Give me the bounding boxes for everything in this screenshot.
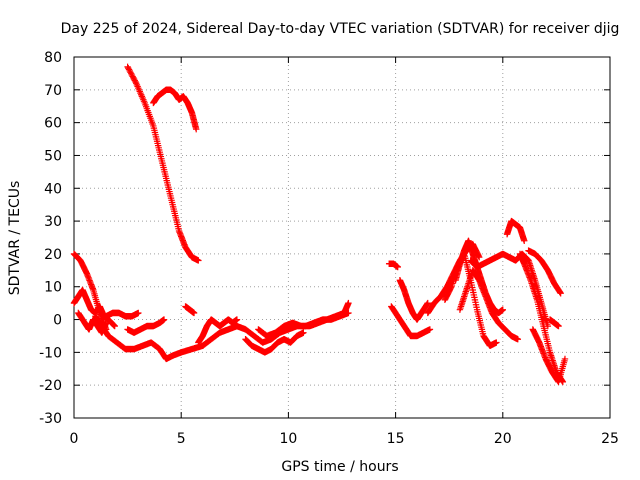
grid-lines xyxy=(74,57,610,418)
y-tick-label: 40 xyxy=(44,181,62,197)
x-tick-label: 25 xyxy=(601,431,619,447)
series-track-w xyxy=(516,250,567,386)
data-point xyxy=(426,326,434,333)
data-point xyxy=(193,126,200,133)
plot-frame xyxy=(73,56,611,419)
x-tick-label: 10 xyxy=(279,431,297,447)
series-track-n xyxy=(385,260,401,271)
y-tick-label: 60 xyxy=(44,116,62,132)
x-tick-label: 20 xyxy=(494,431,512,447)
y-tick-label: 10 xyxy=(44,280,62,296)
data-point xyxy=(124,63,131,71)
series-track-b xyxy=(70,286,118,330)
data-point xyxy=(499,306,506,313)
data-point xyxy=(345,299,352,307)
y-tick-label: -10 xyxy=(39,345,62,361)
y-tick-label: -20 xyxy=(39,378,62,394)
data-point xyxy=(125,66,133,73)
data-point xyxy=(394,263,401,271)
series-track-z xyxy=(546,316,562,330)
data-point xyxy=(424,299,431,307)
y-axis-label: SDTVAR / TECUs xyxy=(7,181,23,296)
data-point xyxy=(128,71,136,79)
series-track-p xyxy=(396,276,431,323)
data-point xyxy=(493,339,500,346)
data-point xyxy=(130,75,138,83)
data-point xyxy=(557,290,564,297)
y-tick-label: 30 xyxy=(44,214,62,230)
series-track-c xyxy=(75,309,110,336)
data-point xyxy=(555,322,562,330)
series-track-t xyxy=(456,267,522,343)
data-point xyxy=(129,73,136,80)
data-point xyxy=(476,253,483,261)
x-axis-label: GPS time / hours xyxy=(281,459,398,475)
series-track-l xyxy=(242,329,307,356)
y-tick-label: 20 xyxy=(44,247,62,263)
data-point xyxy=(131,77,138,84)
series-track-v xyxy=(503,217,528,244)
y-tick-label: 50 xyxy=(44,148,62,164)
series-track-m xyxy=(255,299,352,340)
data-point xyxy=(132,78,139,86)
data-point xyxy=(111,322,118,330)
y-tick-label: 70 xyxy=(44,83,62,99)
chart-title: Day 225 of 2024, Sidereal Day-to-day VTE… xyxy=(61,21,620,37)
series-track-f xyxy=(124,316,168,336)
data-point xyxy=(561,355,569,363)
series-track-j xyxy=(195,316,241,346)
data-point xyxy=(160,316,168,323)
data-point xyxy=(300,329,307,336)
series-track-y xyxy=(529,326,569,386)
data-point xyxy=(514,336,522,343)
series-track-d xyxy=(102,309,142,320)
data-point xyxy=(127,69,134,76)
data-point xyxy=(195,257,202,264)
data-point xyxy=(135,309,142,317)
data-point xyxy=(521,237,528,244)
axis-ticks: 0 5 10 15 20 25 -30 -20 -10 0 10 20 30 40 50 60 70 80 xyxy=(39,50,619,447)
data-point xyxy=(126,67,133,75)
x-tick-label: 0 xyxy=(70,431,79,447)
series-track-i xyxy=(182,303,198,317)
data-point xyxy=(102,319,110,327)
y-tick-label: 0 xyxy=(53,313,62,329)
x-tick-label: 15 xyxy=(387,431,405,447)
y-tick-label: -30 xyxy=(39,411,62,427)
data-point xyxy=(130,74,137,81)
data-point xyxy=(127,70,135,77)
series-track-o xyxy=(388,303,434,340)
data-point xyxy=(233,316,241,323)
series-track-g xyxy=(124,63,202,264)
y-tick-label: 80 xyxy=(44,50,62,66)
series-track-x xyxy=(525,247,564,297)
series-track-h xyxy=(150,86,200,133)
data-point xyxy=(125,65,132,72)
data-point xyxy=(190,309,198,317)
data-points xyxy=(70,63,569,386)
x-tick-label: 5 xyxy=(177,431,186,447)
series-track-e xyxy=(92,313,206,363)
